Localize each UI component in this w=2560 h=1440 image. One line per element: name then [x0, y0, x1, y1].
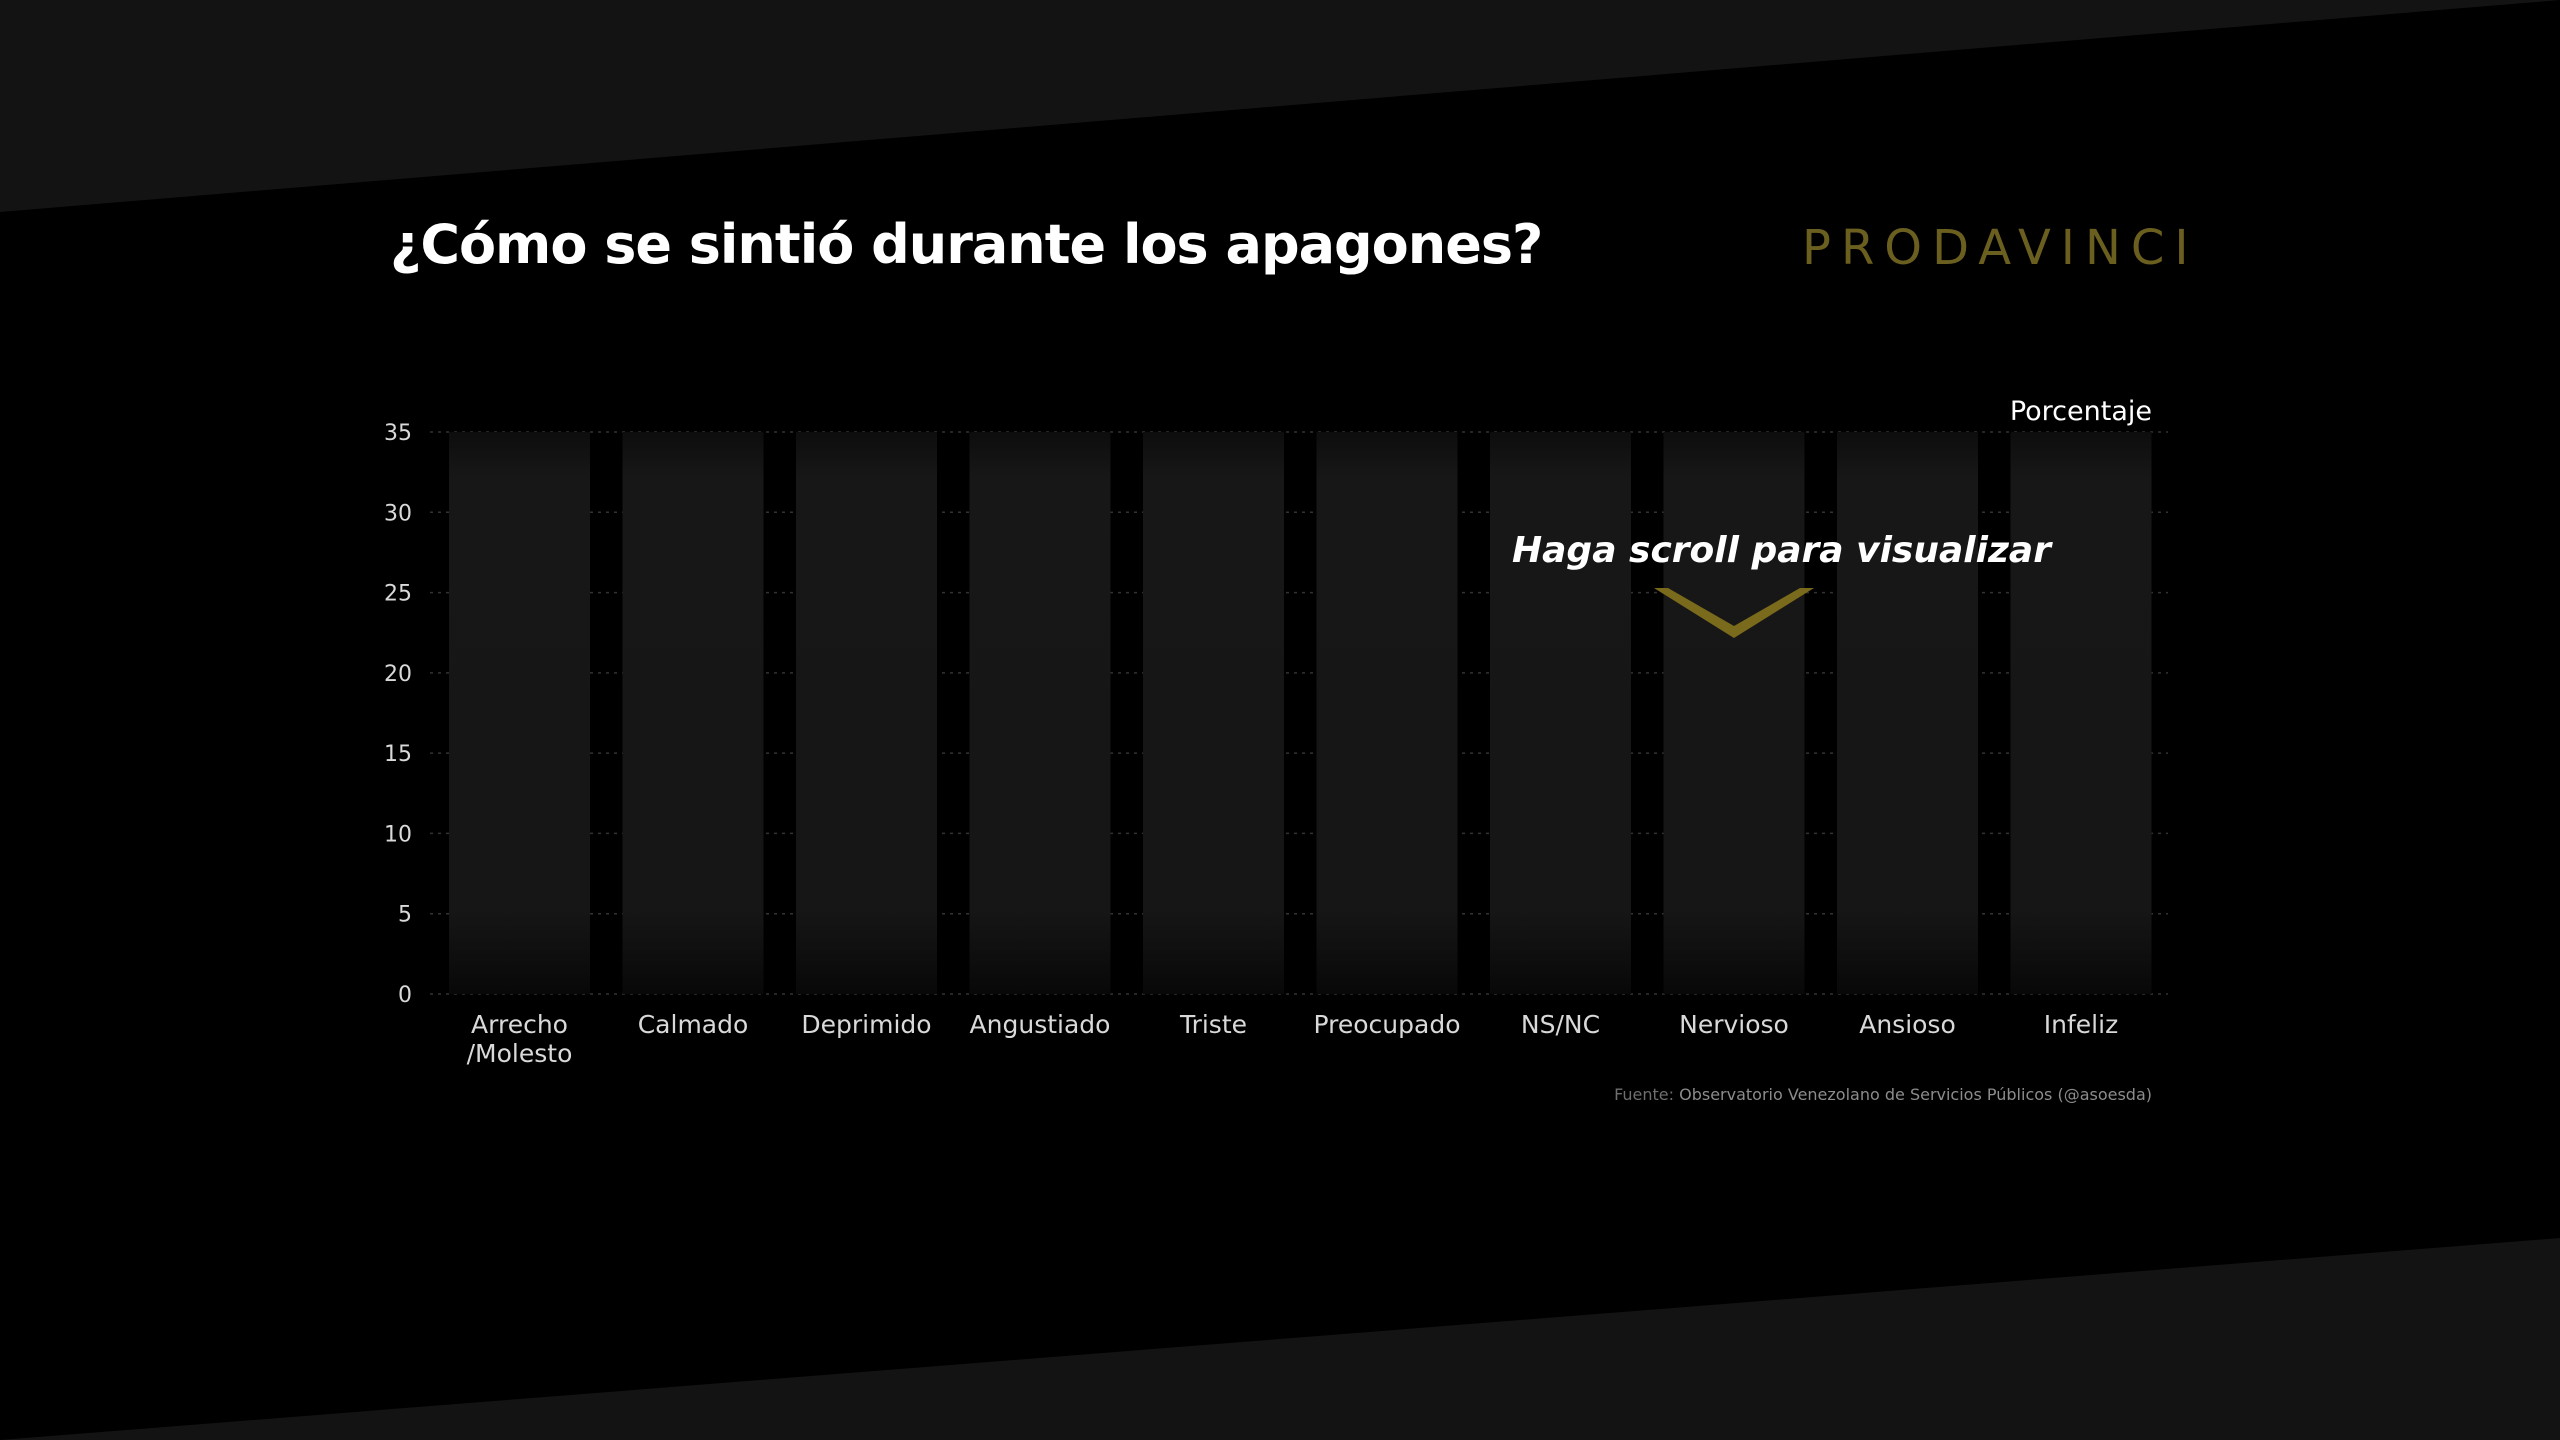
top-band: [0, 0, 2560, 212]
source-note: Fuente: Observatorio Venezolano de Servi…: [1614, 1085, 2152, 1104]
chevron-down-icon: [1654, 588, 1814, 638]
bar[interactable]: [969, 432, 1111, 994]
brand-logo[interactable]: PRODAVINCI: [1802, 220, 2199, 276]
y-tick-label: 35: [384, 421, 412, 446]
bar[interactable]: [622, 432, 764, 994]
x-tick-label: Arrecho: [471, 1010, 568, 1039]
x-axis-labels: Arrecho/Molesto Calmado Deprimido Angustiad…: [467, 1010, 2119, 1068]
bar[interactable]: [1837, 432, 1978, 994]
x-tick-label: Infeliz: [2044, 1010, 2118, 1039]
y-tick-label: 20: [384, 662, 412, 687]
y-axis-ticks: 0 5 10 15 20 25 30 35: [384, 421, 412, 1008]
scroll-hint: Haga scroll para visualizar: [1512, 530, 2051, 571]
chart-title: ¿Cómo se sintió durante los apagones?: [390, 213, 1543, 276]
bottom-band: [0, 1238, 2560, 1440]
x-tick-label: NS/NC: [1521, 1010, 1600, 1039]
y-tick-label: 5: [398, 903, 412, 928]
y-tick-label: 10: [384, 822, 412, 847]
y-axis-label: Porcentaje: [2009, 396, 2152, 427]
bar[interactable]: [2010, 432, 2152, 994]
source-prefix: Fuente:: [1614, 1085, 1675, 1104]
x-tick-label: Ansioso: [1859, 1010, 1956, 1039]
x-tick-label: Triste: [1179, 1010, 1247, 1039]
bar[interactable]: [1316, 432, 1458, 994]
x-tick-label: /Molesto: [467, 1039, 573, 1068]
y-tick-label: 15: [384, 742, 412, 767]
bar[interactable]: [1663, 432, 1805, 994]
x-tick-label: Calmado: [638, 1010, 749, 1039]
x-tick-label: Angustiado: [970, 1010, 1111, 1039]
x-tick-label: Preocupado: [1314, 1010, 1461, 1039]
bar[interactable]: [449, 432, 590, 994]
x-tick-label: Nervioso: [1679, 1010, 1789, 1039]
bar[interactable]: [1490, 432, 1631, 994]
source-name: Observatorio Venezolano de Servicios Púb…: [1679, 1085, 2152, 1104]
y-tick-label: 0: [398, 983, 412, 1008]
y-tick-label: 25: [384, 582, 412, 607]
x-tick-label: Deprimido: [801, 1010, 931, 1039]
bar[interactable]: [1143, 432, 1284, 994]
bars: [449, 432, 2152, 994]
bar[interactable]: [796, 432, 937, 994]
y-tick-label: 30: [384, 501, 412, 526]
